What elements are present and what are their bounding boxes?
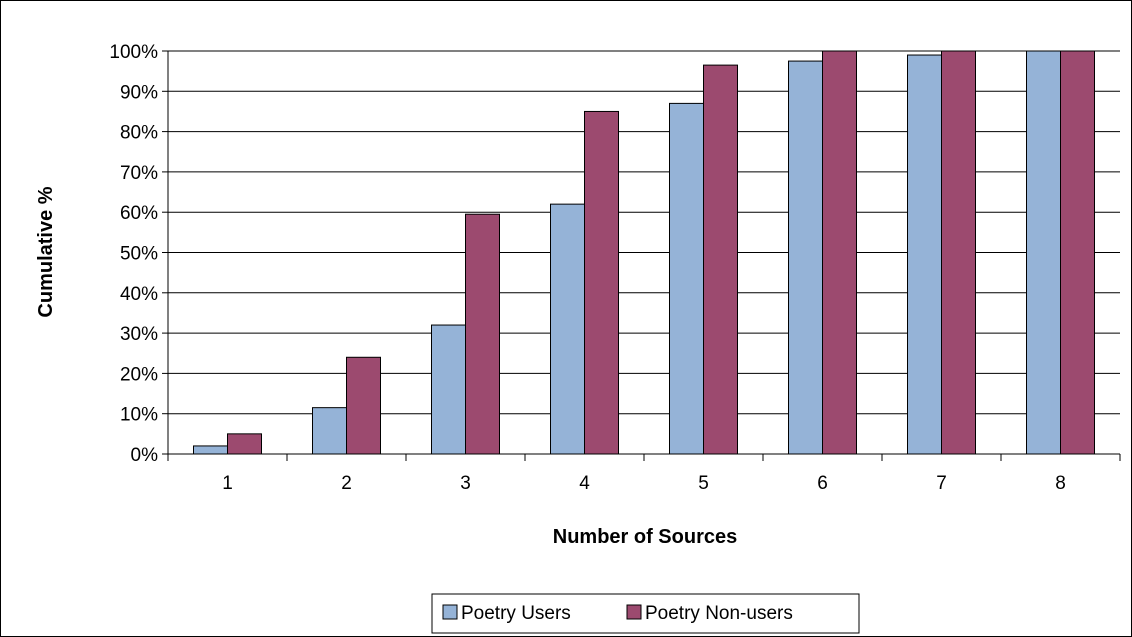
x-tick-label: 6	[817, 473, 828, 494]
y-tick-label: 10%	[120, 405, 158, 426]
x-tick-labels: 1 2 3 4 5 6 7 8	[222, 473, 1066, 494]
legend-swatch-poetry-non-users	[626, 604, 642, 620]
axes	[162, 50, 1121, 461]
x-tick-label: 5	[698, 473, 709, 494]
x-tick-label: 2	[341, 473, 352, 494]
y-axis-title: Cumulative %	[35, 186, 57, 317]
bar-poetry-non-users-3	[465, 213, 500, 455]
bars	[193, 50, 1095, 455]
bar-poetry-users-8	[1026, 50, 1061, 455]
y-tick-label: 40%	[120, 284, 158, 305]
bar-poetry-users-4	[550, 203, 585, 455]
bar-poetry-users-6	[788, 60, 823, 455]
x-tick-label: 8	[1055, 473, 1066, 494]
bar-poetry-non-users-5	[703, 64, 738, 455]
bar-poetry-users-3	[431, 324, 466, 455]
bar-poetry-non-users-1	[227, 433, 262, 455]
x-tick-label: 4	[579, 473, 590, 494]
legend-label-poetry-users: Poetry Users	[461, 603, 571, 624]
y-tick-label: 30%	[120, 324, 158, 345]
x-axis-title: Number of Sources	[553, 526, 737, 548]
y-tick-label: 70%	[120, 163, 158, 184]
x-tick-label: 3	[460, 473, 471, 494]
bar-poetry-users-7	[907, 54, 942, 455]
bar-poetry-non-users-2	[346, 356, 381, 455]
y-tick-label: 50%	[120, 244, 158, 265]
y-tick-label: 20%	[120, 364, 158, 385]
bar-poetry-non-users-4	[584, 110, 619, 455]
y-tick-labels: 0% 10% 20% 30% 40% 50% 60% 70% 80% 90% 100%	[109, 42, 158, 466]
bar-poetry-non-users-6	[822, 50, 857, 455]
legend-box	[431, 593, 860, 634]
bar-poetry-users-2	[312, 407, 347, 455]
x-tick-label: 1	[222, 473, 233, 494]
bar-poetry-non-users-8	[1060, 50, 1095, 455]
bar-poetry-users-1	[193, 445, 228, 455]
y-tick-label: 80%	[120, 123, 158, 144]
y-tick-label: 0%	[131, 445, 159, 466]
bar-poetry-users-5	[669, 102, 704, 455]
legend: Poetry Users Poetry Non-users	[431, 593, 860, 634]
y-tick-label: 100%	[109, 42, 158, 63]
bar-poetry-non-users-7	[941, 50, 976, 455]
x-tick-label: 7	[936, 473, 947, 494]
legend-swatch-poetry-users	[442, 604, 458, 620]
y-tick-label: 90%	[120, 82, 158, 103]
legend-label-poetry-non-users: Poetry Non-users	[645, 603, 793, 624]
y-tick-label: 60%	[120, 203, 158, 224]
